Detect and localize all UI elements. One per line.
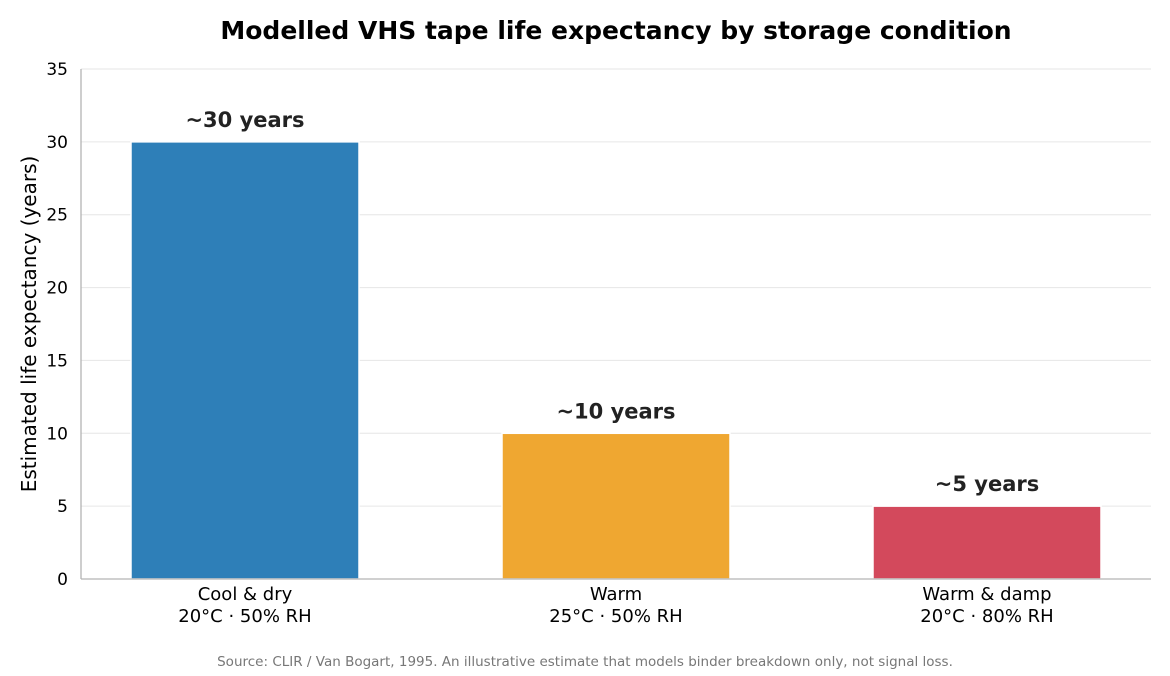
y-tick-label: 0 [57, 570, 68, 590]
category-label: Cool & dry [198, 584, 293, 605]
data-label: ~30 years [185, 108, 304, 132]
category-sublabel: 25°C · 50% RH [549, 606, 682, 627]
y-axis-label: Estimated life expectancy (years) [17, 156, 41, 493]
category-label: Warm [590, 584, 642, 605]
data-label: ~10 years [556, 399, 675, 423]
bar [130, 141, 360, 580]
bar [872, 505, 1102, 580]
y-tick-label: 30 [46, 133, 68, 153]
y-tick-label: 5 [57, 497, 68, 517]
category-label: Warm & damp [922, 584, 1051, 605]
y-tick-label: 35 [46, 60, 68, 80]
source-note: Source: CLIR / Van Bogart, 1995. An illu… [217, 654, 953, 670]
category-sublabel: 20°C · 50% RH [178, 606, 311, 627]
data-labels: ~30 years ~10 years ~5 years [185, 108, 1039, 496]
category-sublabel: 20°C · 80% RH [920, 606, 1053, 627]
y-tick-label: 25 [46, 206, 68, 226]
data-label: ~5 years [935, 472, 1039, 496]
y-tick-label: 20 [46, 279, 68, 299]
chart-title: Modelled VHS tape life expectancy by sto… [220, 16, 1011, 45]
y-tick-label: 10 [46, 424, 68, 444]
bar [501, 432, 731, 580]
y-tick-label: 15 [46, 351, 68, 371]
axes [80, 69, 1151, 580]
y-tick-labels: 0 5 10 15 20 25 30 35 [46, 60, 68, 590]
